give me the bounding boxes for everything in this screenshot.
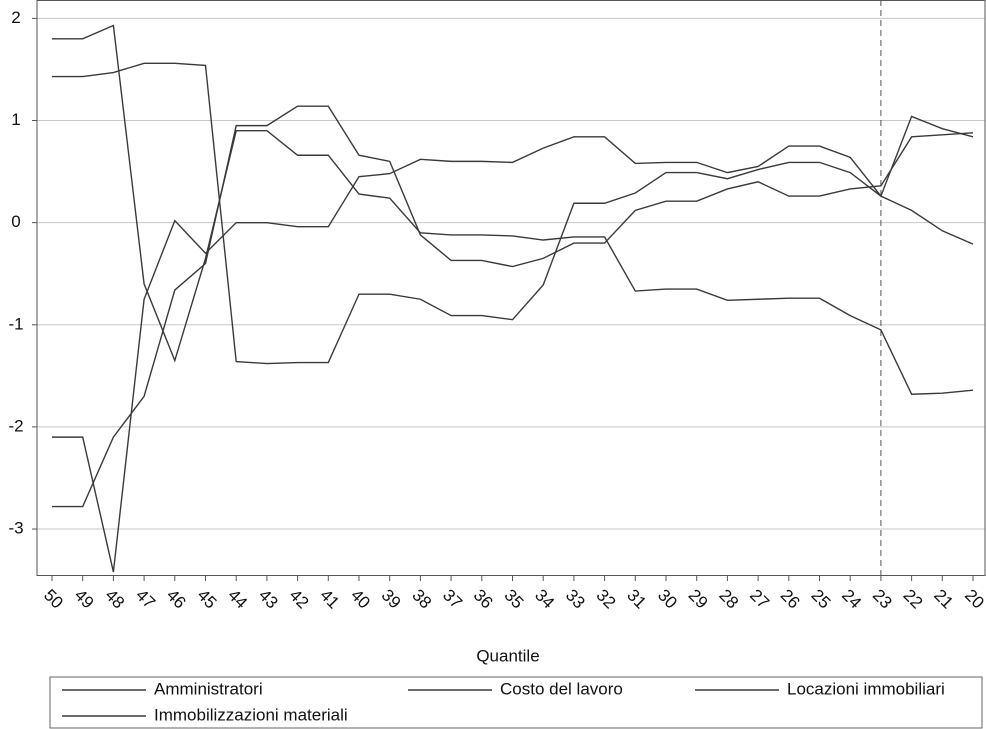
x-tick-label: 50 xyxy=(40,586,67,613)
x-tick-label: 43 xyxy=(255,586,282,613)
x-tick-label: 39 xyxy=(378,586,405,613)
x-tick-label: 40 xyxy=(347,586,374,613)
x-tick-label: 36 xyxy=(470,586,497,613)
x-tick-label: 31 xyxy=(623,586,650,613)
x-tick-label: 26 xyxy=(777,586,804,613)
y-tick-label: -2 xyxy=(8,416,23,435)
x-axis-title: Quantile xyxy=(476,646,539,665)
legend-label: Immobilizzazioni materiali xyxy=(154,705,348,724)
x-tick-label: 20 xyxy=(961,586,986,613)
x-tick-label: 32 xyxy=(593,586,620,613)
y-tick-label: -3 xyxy=(8,519,23,538)
x-tick-label: 35 xyxy=(501,586,528,613)
legend-label: Amministratori xyxy=(154,679,263,698)
x-tick-label: 46 xyxy=(163,586,190,613)
x-tick-label: 41 xyxy=(316,586,343,613)
x-tick-label: 42 xyxy=(286,586,313,613)
x-tick-label: 29 xyxy=(685,586,712,613)
x-tick-label: 33 xyxy=(562,586,589,613)
legend-label: Locazioni immobiliari xyxy=(787,679,945,698)
legend-label: Costo del lavoro xyxy=(500,679,623,698)
x-tick-label: 21 xyxy=(930,586,957,613)
y-tick-label: 2 xyxy=(11,8,20,27)
series-line xyxy=(52,24,974,395)
legend-box xyxy=(49,676,983,729)
x-tick-label: 47 xyxy=(132,586,159,613)
series-line xyxy=(52,62,974,365)
x-tick-label: 44 xyxy=(224,586,251,613)
y-tick-label: -1 xyxy=(8,314,23,333)
x-tick-label: 49 xyxy=(71,586,98,613)
plot-frame xyxy=(36,0,986,576)
x-tick-label: 38 xyxy=(408,586,435,613)
x-tick-label: 24 xyxy=(838,586,865,613)
x-tick-label: 25 xyxy=(808,586,835,613)
x-tick-label: 34 xyxy=(531,586,558,613)
x-tick-label: 28 xyxy=(715,586,742,613)
series-line xyxy=(52,105,974,508)
x-tick-label: 48 xyxy=(101,586,128,613)
x-tick-label: 30 xyxy=(654,586,681,613)
y-tick-label: 0 xyxy=(11,212,20,231)
x-tick-label: 27 xyxy=(746,586,773,613)
x-tick-label: 23 xyxy=(869,586,896,613)
y-tick-label: 1 xyxy=(11,110,20,129)
x-tick-label: 45 xyxy=(194,586,221,613)
x-tick-label: 22 xyxy=(900,586,927,613)
series-line xyxy=(52,115,974,573)
x-tick-label: 37 xyxy=(439,586,466,613)
